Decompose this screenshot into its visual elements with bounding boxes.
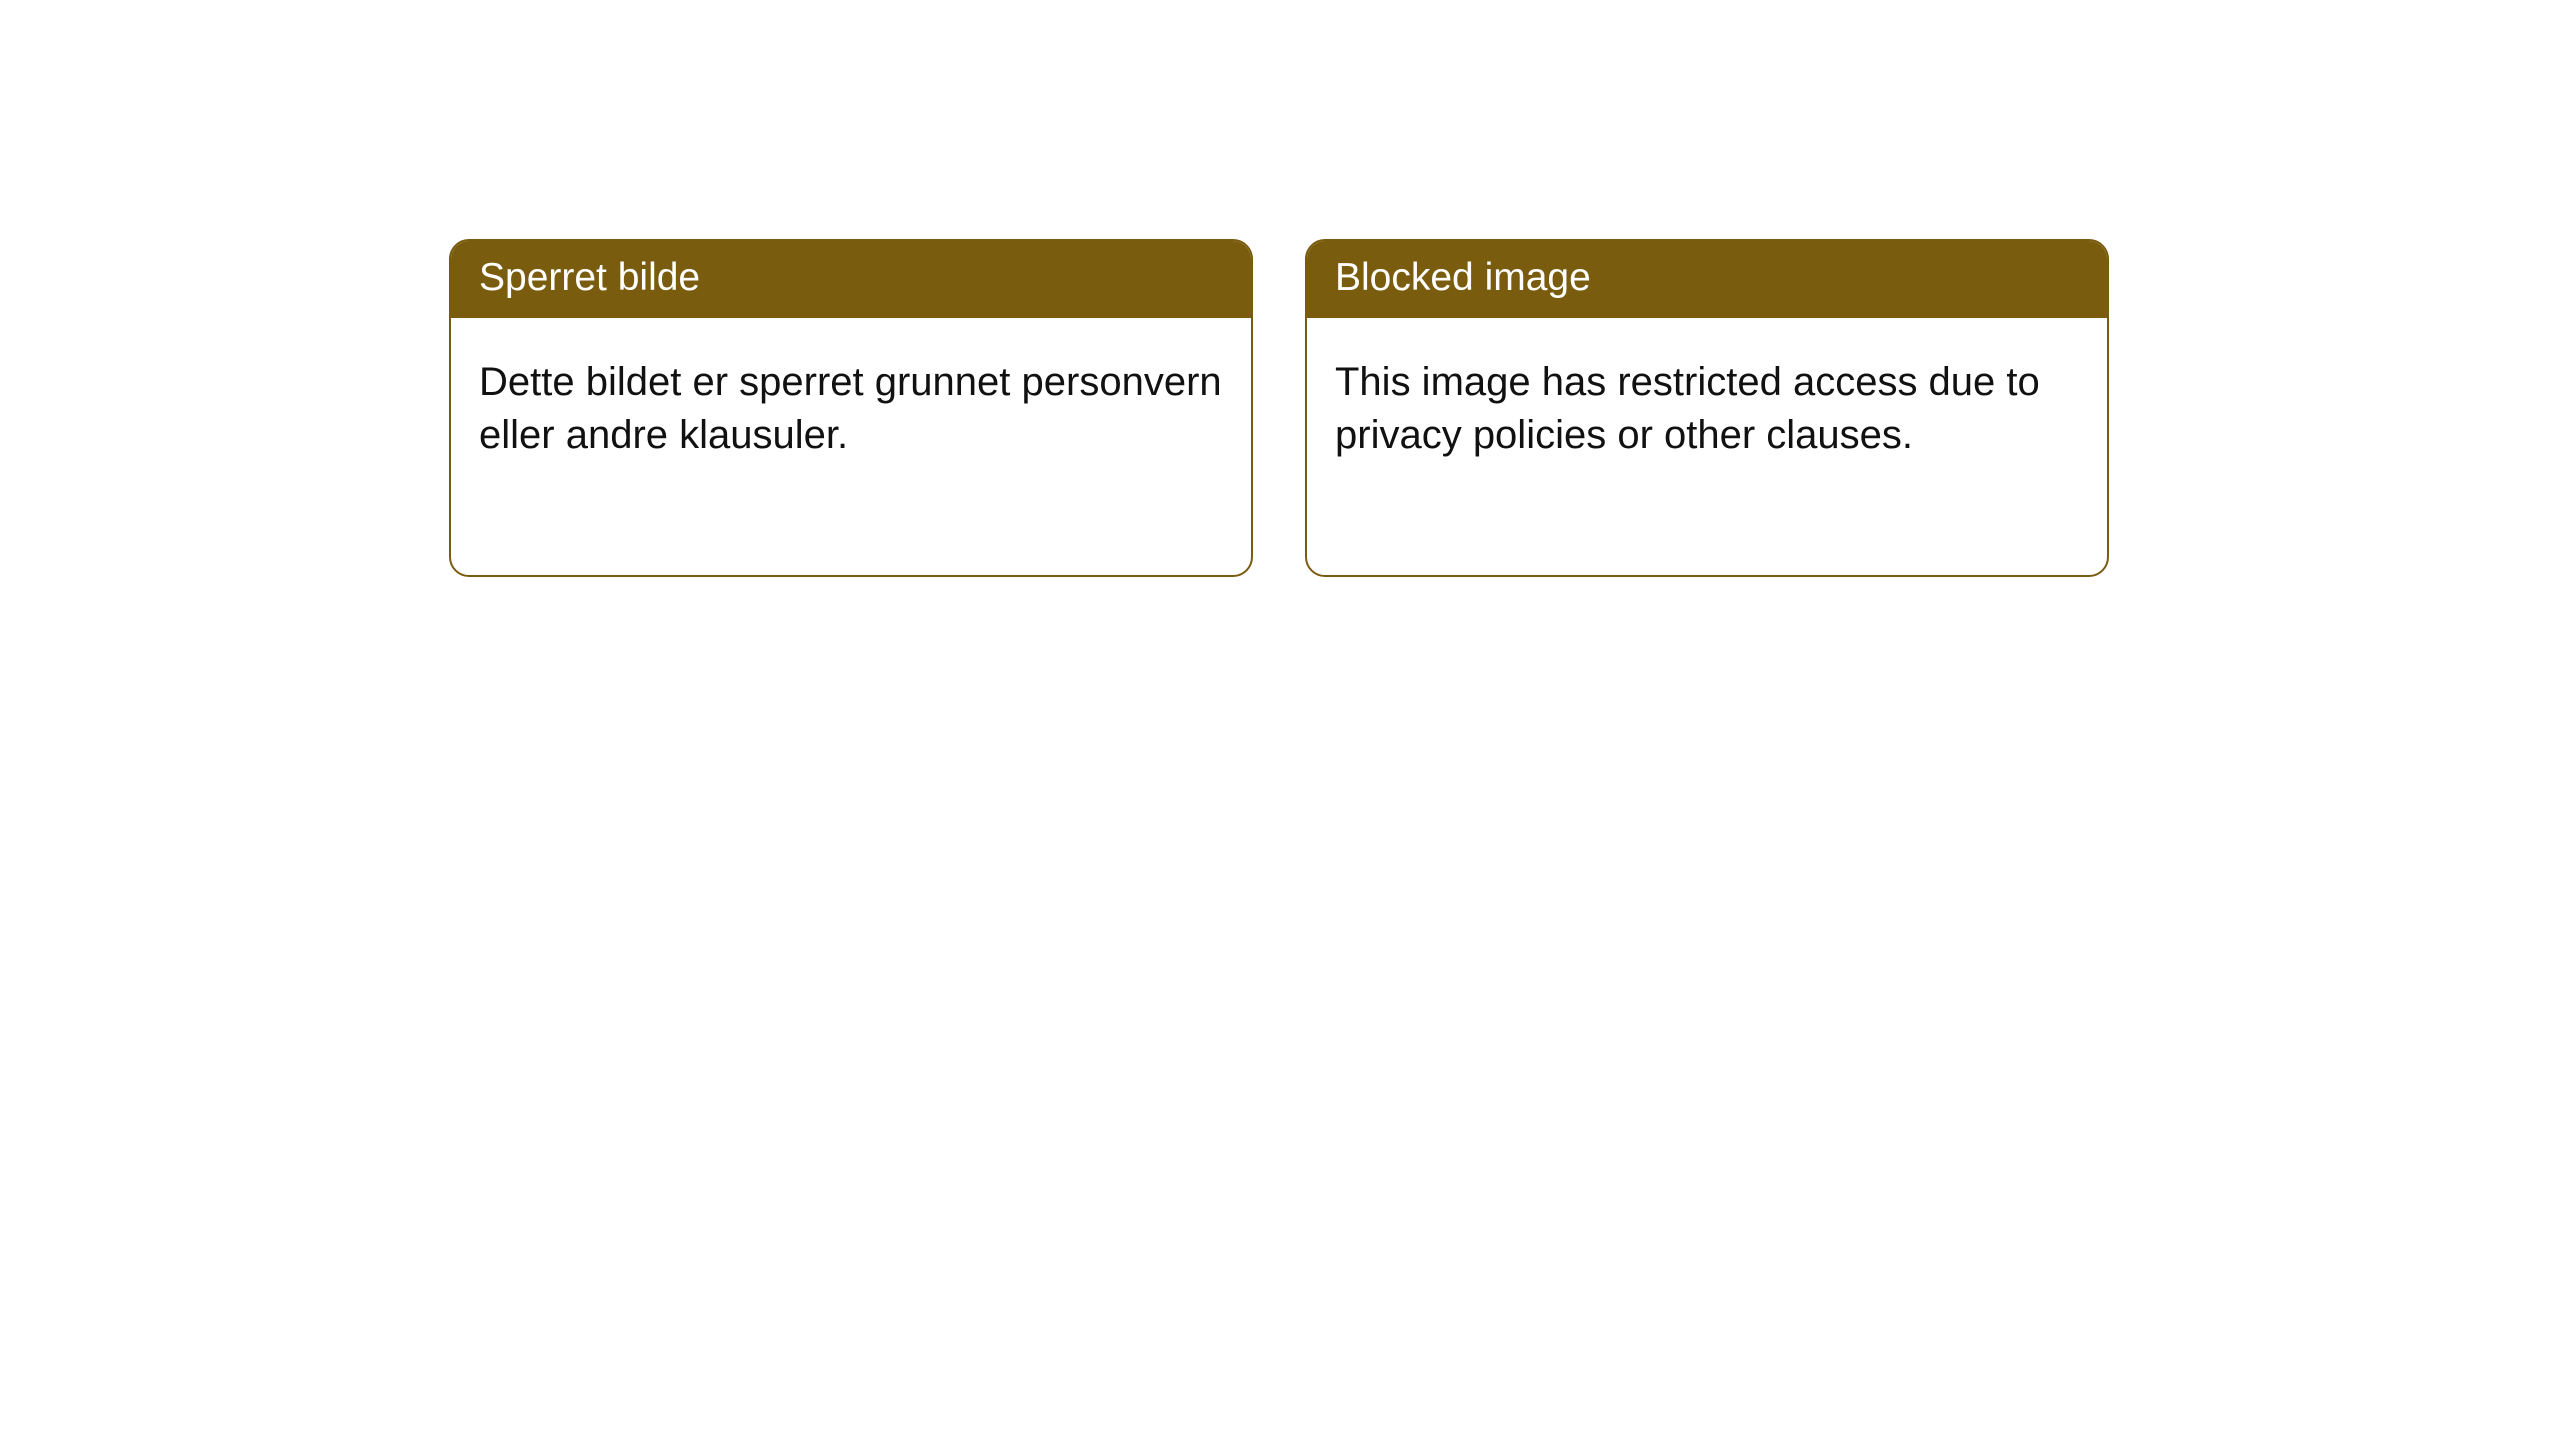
notice-card-english: Blocked image This image has restricted … xyxy=(1305,239,2109,577)
notice-title-norwegian: Sperret bilde xyxy=(451,241,1251,318)
notice-body-norwegian: Dette bildet er sperret grunnet personve… xyxy=(451,318,1251,490)
notice-body-english: This image has restricted access due to … xyxy=(1307,318,2107,490)
notice-title-english: Blocked image xyxy=(1307,241,2107,318)
notice-container: Sperret bilde Dette bildet er sperret gr… xyxy=(449,239,2109,577)
notice-card-norwegian: Sperret bilde Dette bildet er sperret gr… xyxy=(449,239,1253,577)
